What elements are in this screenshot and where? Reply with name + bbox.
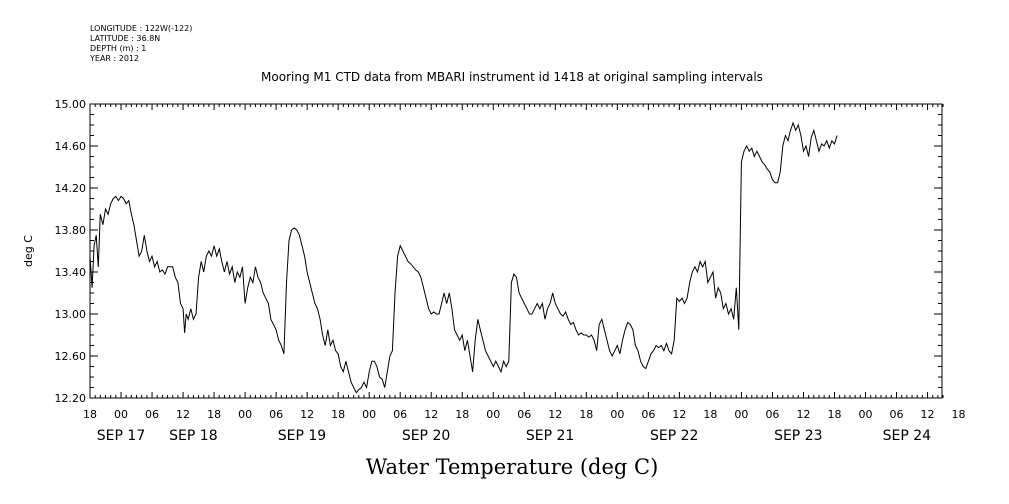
y-tick-label: 15.00 xyxy=(55,98,87,111)
y-axis-label: deg C xyxy=(22,235,35,267)
header-year: YEAR : 2012 xyxy=(89,54,139,63)
x-tick-label: 12 xyxy=(548,408,562,421)
x-tick-label: 00 xyxy=(859,408,873,421)
x-tick-label: 12 xyxy=(796,408,810,421)
x-tick-label: 18 xyxy=(207,408,221,421)
x-tick-label: 06 xyxy=(890,408,904,421)
x-tick-label: 06 xyxy=(145,408,159,421)
x-tick-label: 00 xyxy=(486,408,500,421)
x-tick-label: 06 xyxy=(393,408,407,421)
x-tick-label: 06 xyxy=(765,408,779,421)
x-date-label: SEP 22 xyxy=(650,428,698,444)
x-tick-label: 18 xyxy=(83,408,97,421)
x-date-label: SEP 21 xyxy=(526,428,574,444)
x-tick-label: 18 xyxy=(331,408,345,421)
x-tick-label: 12 xyxy=(921,408,935,421)
x-tick-label: 00 xyxy=(238,408,252,421)
y-tick-labels: 12.20 12.60 13.00 13.40 13.80 14.20 14.60 15.00 xyxy=(55,98,87,405)
y-tick-label: 13.40 xyxy=(55,266,87,279)
x-date-label: SEP 23 xyxy=(774,428,822,444)
x-tick-label: 06 xyxy=(517,408,531,421)
plot-frame xyxy=(89,103,943,399)
y-tick-label: 14.20 xyxy=(55,182,87,195)
x-tick-label: 18 xyxy=(579,408,593,421)
header-longitude: LONGITUDE : 122W(-122) xyxy=(90,24,192,33)
x-hour-labels: 18 00 06 12 18 00 06 12 18 00 06 12 18 00 06 12 18 00 06 12… xyxy=(83,408,966,421)
header-latitude: LATITUDE : 36.8N xyxy=(90,34,160,43)
x-tick-label: 18 xyxy=(827,408,841,421)
x-tick-label: 18 xyxy=(455,408,469,421)
x-tick-label: 12 xyxy=(176,408,190,421)
x-tick-label: 00 xyxy=(734,408,748,421)
x-date-label: SEP 19 xyxy=(278,428,326,444)
y-tick-label: 12.60 xyxy=(55,350,87,363)
header-depth: DEPTH (m) : 1 xyxy=(90,44,146,53)
x-tick-label: 06 xyxy=(269,408,283,421)
x-tick-label: 12 xyxy=(300,408,314,421)
x-date-label: SEP 17 xyxy=(97,428,145,444)
x-tick-label: 00 xyxy=(610,408,624,421)
x-tick-label: 18 xyxy=(703,408,717,421)
x-axis-label: Water Temperature (deg C) xyxy=(366,455,659,479)
x-tick-label: 12 xyxy=(424,408,438,421)
x-tick-label: 06 xyxy=(641,408,655,421)
series-line xyxy=(89,121,838,394)
x-tick-label: 12 xyxy=(672,408,686,421)
y-tick-label: 13.00 xyxy=(55,308,87,321)
x-date-label: SEP 24 xyxy=(883,428,932,444)
chart-title: Mooring M1 CTD data from MBARI instrumen… xyxy=(261,70,763,84)
x-tick-label: 18 xyxy=(952,408,966,421)
x-tick-label: 00 xyxy=(114,408,128,421)
y-tick-label: 12.20 xyxy=(55,392,87,405)
x-date-labels: SEP 17 SEP 18 SEP 19 SEP 20 SEP 21 SEP 22 SEP … xyxy=(97,428,931,444)
chart-header: LONGITUDE : 122W(-122) LATITUDE : 36.8N … xyxy=(89,24,192,63)
x-date-label: SEP 18 xyxy=(169,428,217,444)
y-tick-label: 13.80 xyxy=(55,224,87,237)
axis-ticks xyxy=(89,103,944,399)
x-date-label: SEP 20 xyxy=(402,428,450,444)
x-tick-label: 00 xyxy=(362,408,376,421)
y-tick-label: 14.60 xyxy=(55,140,87,153)
